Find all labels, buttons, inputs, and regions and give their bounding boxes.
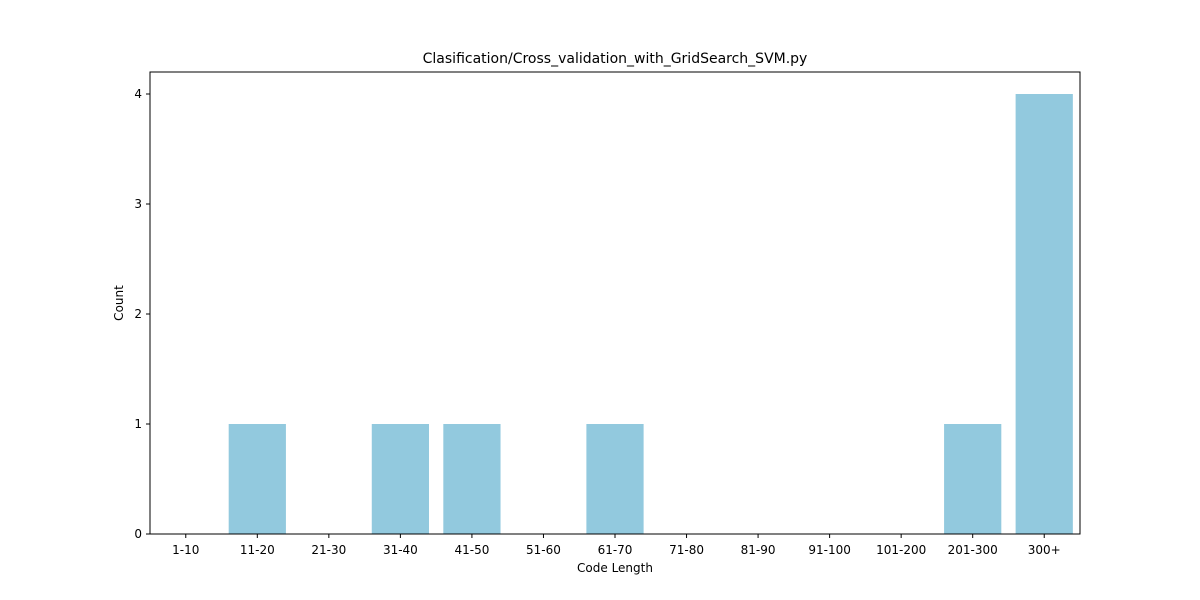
x-tick-label: 91-100 [808,543,851,557]
bar-11-20 [228,424,286,534]
y-tick-label: 0 [134,527,142,541]
y-tick-label: 4 [134,87,142,101]
x-tick-label: 81-90 [741,543,776,557]
y-tick-label: 3 [134,197,142,211]
x-tick-label: 61-70 [598,543,633,557]
bar-31-40 [371,424,429,534]
bar-300+ [1015,94,1073,534]
x-tick-label: 201-300 [948,543,998,557]
x-tick-label: 300+ [1028,543,1061,557]
x-axis-ticks: 1-10 11-20 21-30 31-40 41-50 51-60 61-70 71-80 8… [172,534,1061,557]
x-tick-label: 1-10 [172,543,199,557]
chart-title: Clasification/Cross_validation_with_Grid… [423,51,808,67]
x-tick-label: 71-80 [669,543,704,557]
bar-61-70 [586,424,644,534]
y-axis-label: Count [112,285,126,321]
x-tick-label: 101-200 [876,543,926,557]
x-tick-label: 31-40 [383,543,418,557]
x-tick-label: 41-50 [454,543,489,557]
y-axis-ticks: 0 1 2 3 4 [134,87,150,541]
x-tick-label: 21-30 [311,543,346,557]
bars-group [228,94,1073,534]
plot-frame [149,71,1081,535]
bar-41-50 [443,424,501,534]
y-tick-label: 2 [134,307,142,321]
x-axis-label: Code Length [577,561,653,575]
x-tick-label: 51-60 [526,543,561,557]
bar-201-300 [944,424,1002,534]
x-tick-label: 11-20 [240,543,275,557]
y-tick-label: 1 [134,417,142,431]
